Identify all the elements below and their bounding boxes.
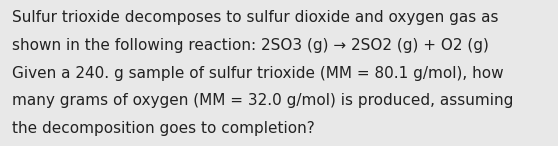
Text: shown in the following reaction: 2SO3 (g) → 2SO2 (g) + O2 (g): shown in the following reaction: 2SO3 (g… [12, 38, 489, 53]
Text: many grams of oxygen (MM = 32.0 g/mol) is produced, assuming: many grams of oxygen (MM = 32.0 g/mol) i… [12, 93, 514, 108]
Text: Sulfur trioxide decomposes to sulfur dioxide and oxygen gas as: Sulfur trioxide decomposes to sulfur dio… [12, 10, 499, 25]
Text: the decomposition goes to completion?: the decomposition goes to completion? [12, 121, 315, 136]
Text: Given a 240. g sample of sulfur trioxide (MM = 80.1 g/mol), how: Given a 240. g sample of sulfur trioxide… [12, 66, 504, 81]
